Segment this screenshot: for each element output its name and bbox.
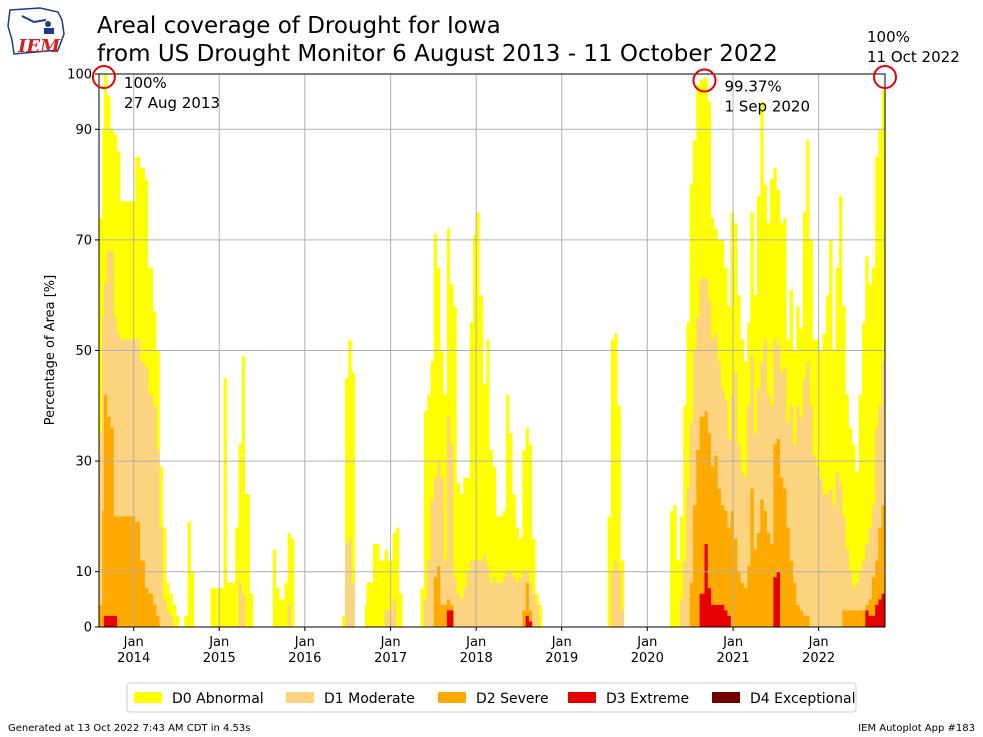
max-marker (91, 65, 116, 89)
x-tick-label-year: 2014 (117, 651, 150, 666)
x-tick-label-month: Jan (551, 635, 572, 650)
legend-swatch-D1 (286, 692, 314, 703)
x-axis: Jan2014Jan2015Jan2016Jan2017Jan2018Jan20… (117, 627, 835, 666)
x-tick-label-month: Jan (465, 635, 486, 650)
y-tick-label: 90 (75, 123, 92, 138)
x-tick-label-year: 2022 (802, 651, 835, 666)
max-marker (692, 68, 717, 93)
y-axis-label: Percentage of Area [%] (43, 275, 58, 425)
x-tick-label-month: Jan (294, 635, 315, 650)
x-tick-label-month: Jan (636, 635, 657, 650)
y-axis: 0 10 30 50 70 90 100 (67, 68, 99, 636)
x-tick-label-year: 2018 (460, 651, 493, 666)
legend-swatch-D0 (134, 692, 162, 703)
chart-title-line1: Areal coverage of Drought for Iowa (97, 13, 501, 39)
legend-swatch-D2 (438, 692, 466, 703)
annotation-value: 100% (124, 74, 167, 92)
legend-label-D2: D2 Severe (476, 691, 549, 707)
y-tick-label: 10 (75, 565, 92, 580)
area-D0 (99, 74, 885, 627)
x-tick-label-month: Jan (808, 635, 829, 650)
x-tick-label-month: Jan (722, 635, 743, 650)
x-tick-label-year: 2019 (545, 651, 578, 666)
y-tick-label: 0 (84, 621, 92, 636)
legend-label-D1: D1 Moderate (324, 691, 415, 707)
iem-logo-text: IEM (17, 36, 61, 57)
annotation-value: 99.37% (724, 77, 781, 95)
area-series-group (99, 74, 886, 627)
footer-app: IEM Autoplot App #183 (858, 723, 975, 734)
annotation-date: 11 Oct 2022 (867, 48, 960, 66)
max-marker (873, 65, 897, 89)
y-tick-label: 30 (75, 455, 92, 470)
legend-label-D4: D4 Exceptional (750, 691, 856, 707)
x-tick-label-month: Jan (208, 635, 229, 650)
x-tick-label-year: 2015 (203, 651, 236, 666)
annotation-date: 1 Sep 2020 (724, 97, 810, 115)
max-annotations: 100% 27 Aug 2013 99.37% 1 Sep 2020 100% 11 Oc… (91, 28, 960, 115)
legend-label-D3: D3 Extreme (606, 691, 689, 707)
y-tick-label: 70 (75, 233, 92, 248)
x-tick-label-year: 2017 (374, 651, 407, 666)
footer-generated: Generated at 13 Oct 2022 7:43 AM CDT in … (8, 723, 250, 734)
legend-swatch-D4 (712, 692, 740, 703)
x-tick-label-year: 2016 (288, 651, 321, 666)
legend-label-D0: D0 Abnormal (172, 691, 264, 707)
annotation-date: 27 Aug 2013 (124, 94, 220, 112)
iem-logo: IEM (7, 7, 65, 57)
chart-title-line2: from US Drought Monitor 6 August 2013 - … (97, 41, 778, 67)
y-tick-label: 100 (67, 68, 92, 83)
annotation-value: 100% (867, 28, 910, 46)
x-tick-label-month: Jan (380, 635, 401, 650)
area-D1 (99, 251, 885, 627)
x-tick-label-year: 2021 (717, 651, 750, 666)
x-tick-label-month: Jan (123, 635, 144, 650)
grid-lines (99, 73, 885, 628)
x-tick-label-year: 2020 (631, 651, 664, 666)
legend: D0 Abnormal D1 Moderate D2 Severe D3 Extrem… (126, 682, 857, 713)
y-tick-label: 50 (75, 344, 92, 359)
legend-swatch-D3 (568, 692, 596, 703)
legend-box (126, 682, 857, 713)
